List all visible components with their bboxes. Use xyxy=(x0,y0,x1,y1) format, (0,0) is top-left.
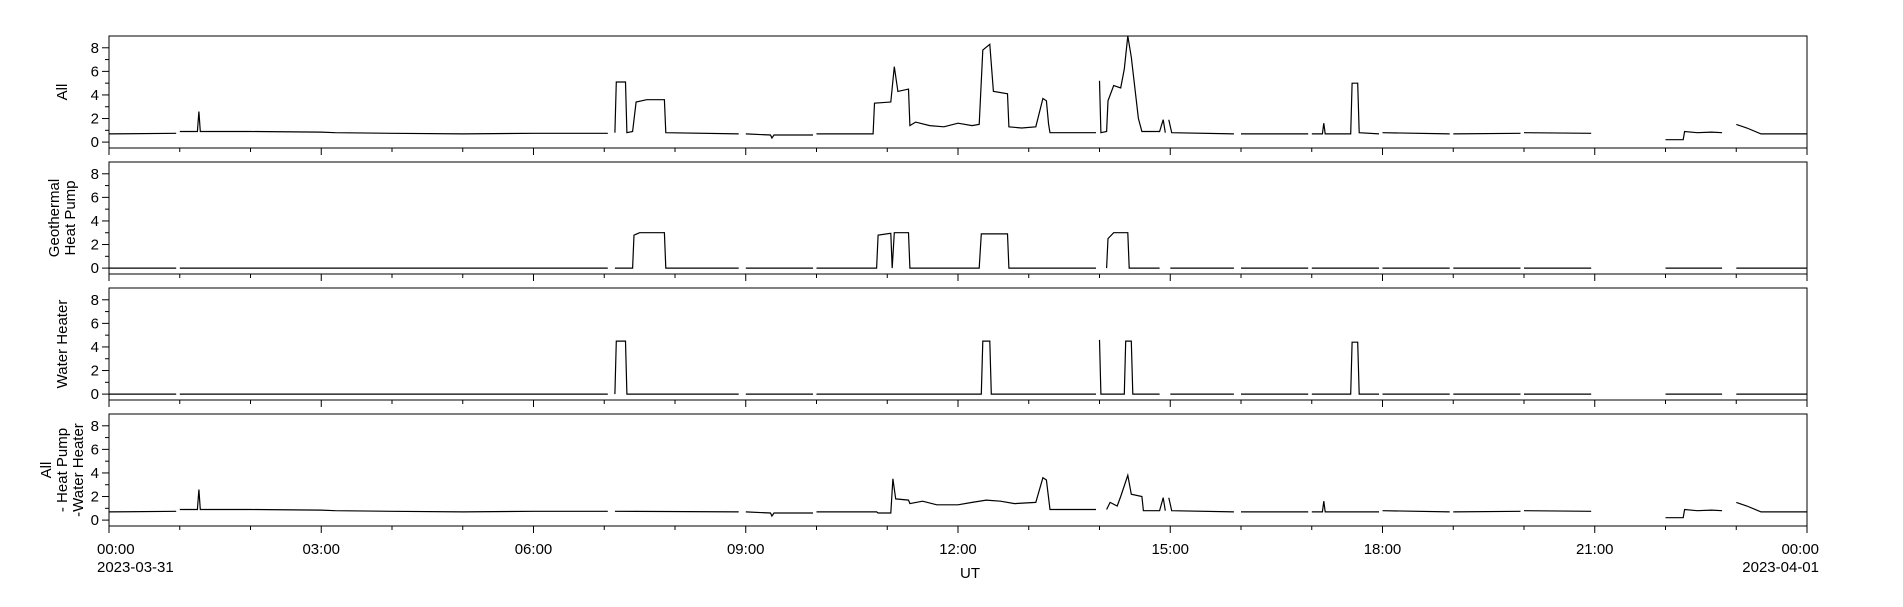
y-tick-label: 8 xyxy=(91,292,99,309)
series-line xyxy=(1736,123,1807,135)
y-tick-label: 0 xyxy=(91,134,99,151)
panel-frame xyxy=(108,161,1808,275)
x-tick-label: 12:00 xyxy=(939,541,977,558)
y-tick-label: 2 xyxy=(91,489,99,506)
series-line xyxy=(1523,510,1592,512)
series-line xyxy=(179,111,608,135)
y-tick-label: 6 xyxy=(91,441,99,458)
panel-frame xyxy=(108,413,1808,527)
panel-frame xyxy=(108,35,1808,149)
y-tick-label: 4 xyxy=(91,339,99,356)
series-line xyxy=(1106,232,1160,269)
y-tick-label: 4 xyxy=(91,465,99,482)
series-line xyxy=(614,81,739,135)
y-axis-title-line: All xyxy=(38,462,55,479)
series-line xyxy=(108,132,177,135)
x-tick-label: 15:00 xyxy=(1151,541,1189,558)
x-tick-label: 00:00 xyxy=(97,541,135,558)
series-line xyxy=(1736,501,1807,513)
series-line xyxy=(1453,510,1521,513)
series-line xyxy=(1311,341,1379,395)
y-tick-label: 6 xyxy=(91,315,99,332)
series-line xyxy=(1665,508,1723,519)
series-line xyxy=(1098,35,1166,134)
chart-panels: 0 2 4 6 8 All 0 2 4 6 8 Geothermal Heat Pump 0 2 4 6 8 Wat… xyxy=(38,35,1808,533)
series-line xyxy=(816,340,1096,395)
series-line xyxy=(1106,472,1166,512)
series-line xyxy=(1453,132,1521,135)
panel-2: 0 2 4 6 8 Geothermal Heat Pump xyxy=(46,161,1808,281)
series-line xyxy=(816,43,1096,135)
y-axis-title-line: Geothermal xyxy=(46,179,63,257)
y-axis-title-line: All xyxy=(54,84,71,101)
series-line xyxy=(179,489,608,513)
series-line xyxy=(1311,82,1380,135)
series-line xyxy=(1665,130,1723,141)
series-line xyxy=(1382,132,1450,135)
series-line xyxy=(614,232,739,269)
y-tick-label: 0 xyxy=(91,386,99,403)
y-tick-label: 6 xyxy=(91,63,99,80)
series-line xyxy=(614,340,739,395)
series-line xyxy=(614,510,739,513)
x-tick-date: 2023-03-31 xyxy=(97,559,174,576)
series-line xyxy=(1311,501,1379,513)
x-tick-label: 06:00 xyxy=(515,541,553,558)
y-tick-label: 4 xyxy=(91,87,99,104)
x-tick-label: 03:00 xyxy=(302,541,340,558)
series-line xyxy=(745,133,813,140)
x-tick-label: 00:00 xyxy=(1781,541,1819,558)
x-axis-title: UT xyxy=(960,565,980,582)
y-tick-label: 0 xyxy=(91,512,99,529)
series-line xyxy=(816,232,1096,269)
y-tick-label: 8 xyxy=(91,40,99,57)
panel-frame xyxy=(108,287,1808,401)
y-axis-title-line: - Heat Pump xyxy=(54,428,71,512)
x-tick-label: 21:00 xyxy=(1576,541,1614,558)
panel-4: 0 2 4 6 8 All - Heat Pump -Water Heater xyxy=(38,413,1808,533)
y-tick-label: 8 xyxy=(91,418,99,435)
series-line xyxy=(1523,132,1592,134)
series-line xyxy=(1168,119,1234,135)
y-tick-label: 2 xyxy=(91,237,99,254)
y-tick-label: 6 xyxy=(91,189,99,206)
y-axis-title-line: Water Heater xyxy=(54,300,71,389)
x-tick-date: 2023-04-01 xyxy=(1742,559,1819,576)
y-axis-title-line: Heat Pump xyxy=(62,180,79,255)
y-tick-label: 0 xyxy=(91,260,99,277)
y-tick-label: 2 xyxy=(91,111,99,128)
y-tick-label: 2 xyxy=(91,363,99,380)
panel-3: 0 2 4 6 8 Water Heater xyxy=(54,287,1808,407)
panel-1: 0 2 4 6 8 All xyxy=(54,35,1808,155)
x-tick-label: 09:00 xyxy=(727,541,765,558)
series-line xyxy=(1098,339,1160,395)
series-line xyxy=(1382,510,1450,513)
series-line xyxy=(108,510,177,513)
series-line xyxy=(745,511,813,518)
y-axis-title-line: -Water Heater xyxy=(70,423,87,517)
y-tick-label: 4 xyxy=(91,213,99,230)
y-tick-label: 8 xyxy=(91,166,99,183)
x-tick-label: 18:00 xyxy=(1364,541,1402,558)
series-line xyxy=(816,476,1096,514)
series-line xyxy=(1168,497,1234,513)
